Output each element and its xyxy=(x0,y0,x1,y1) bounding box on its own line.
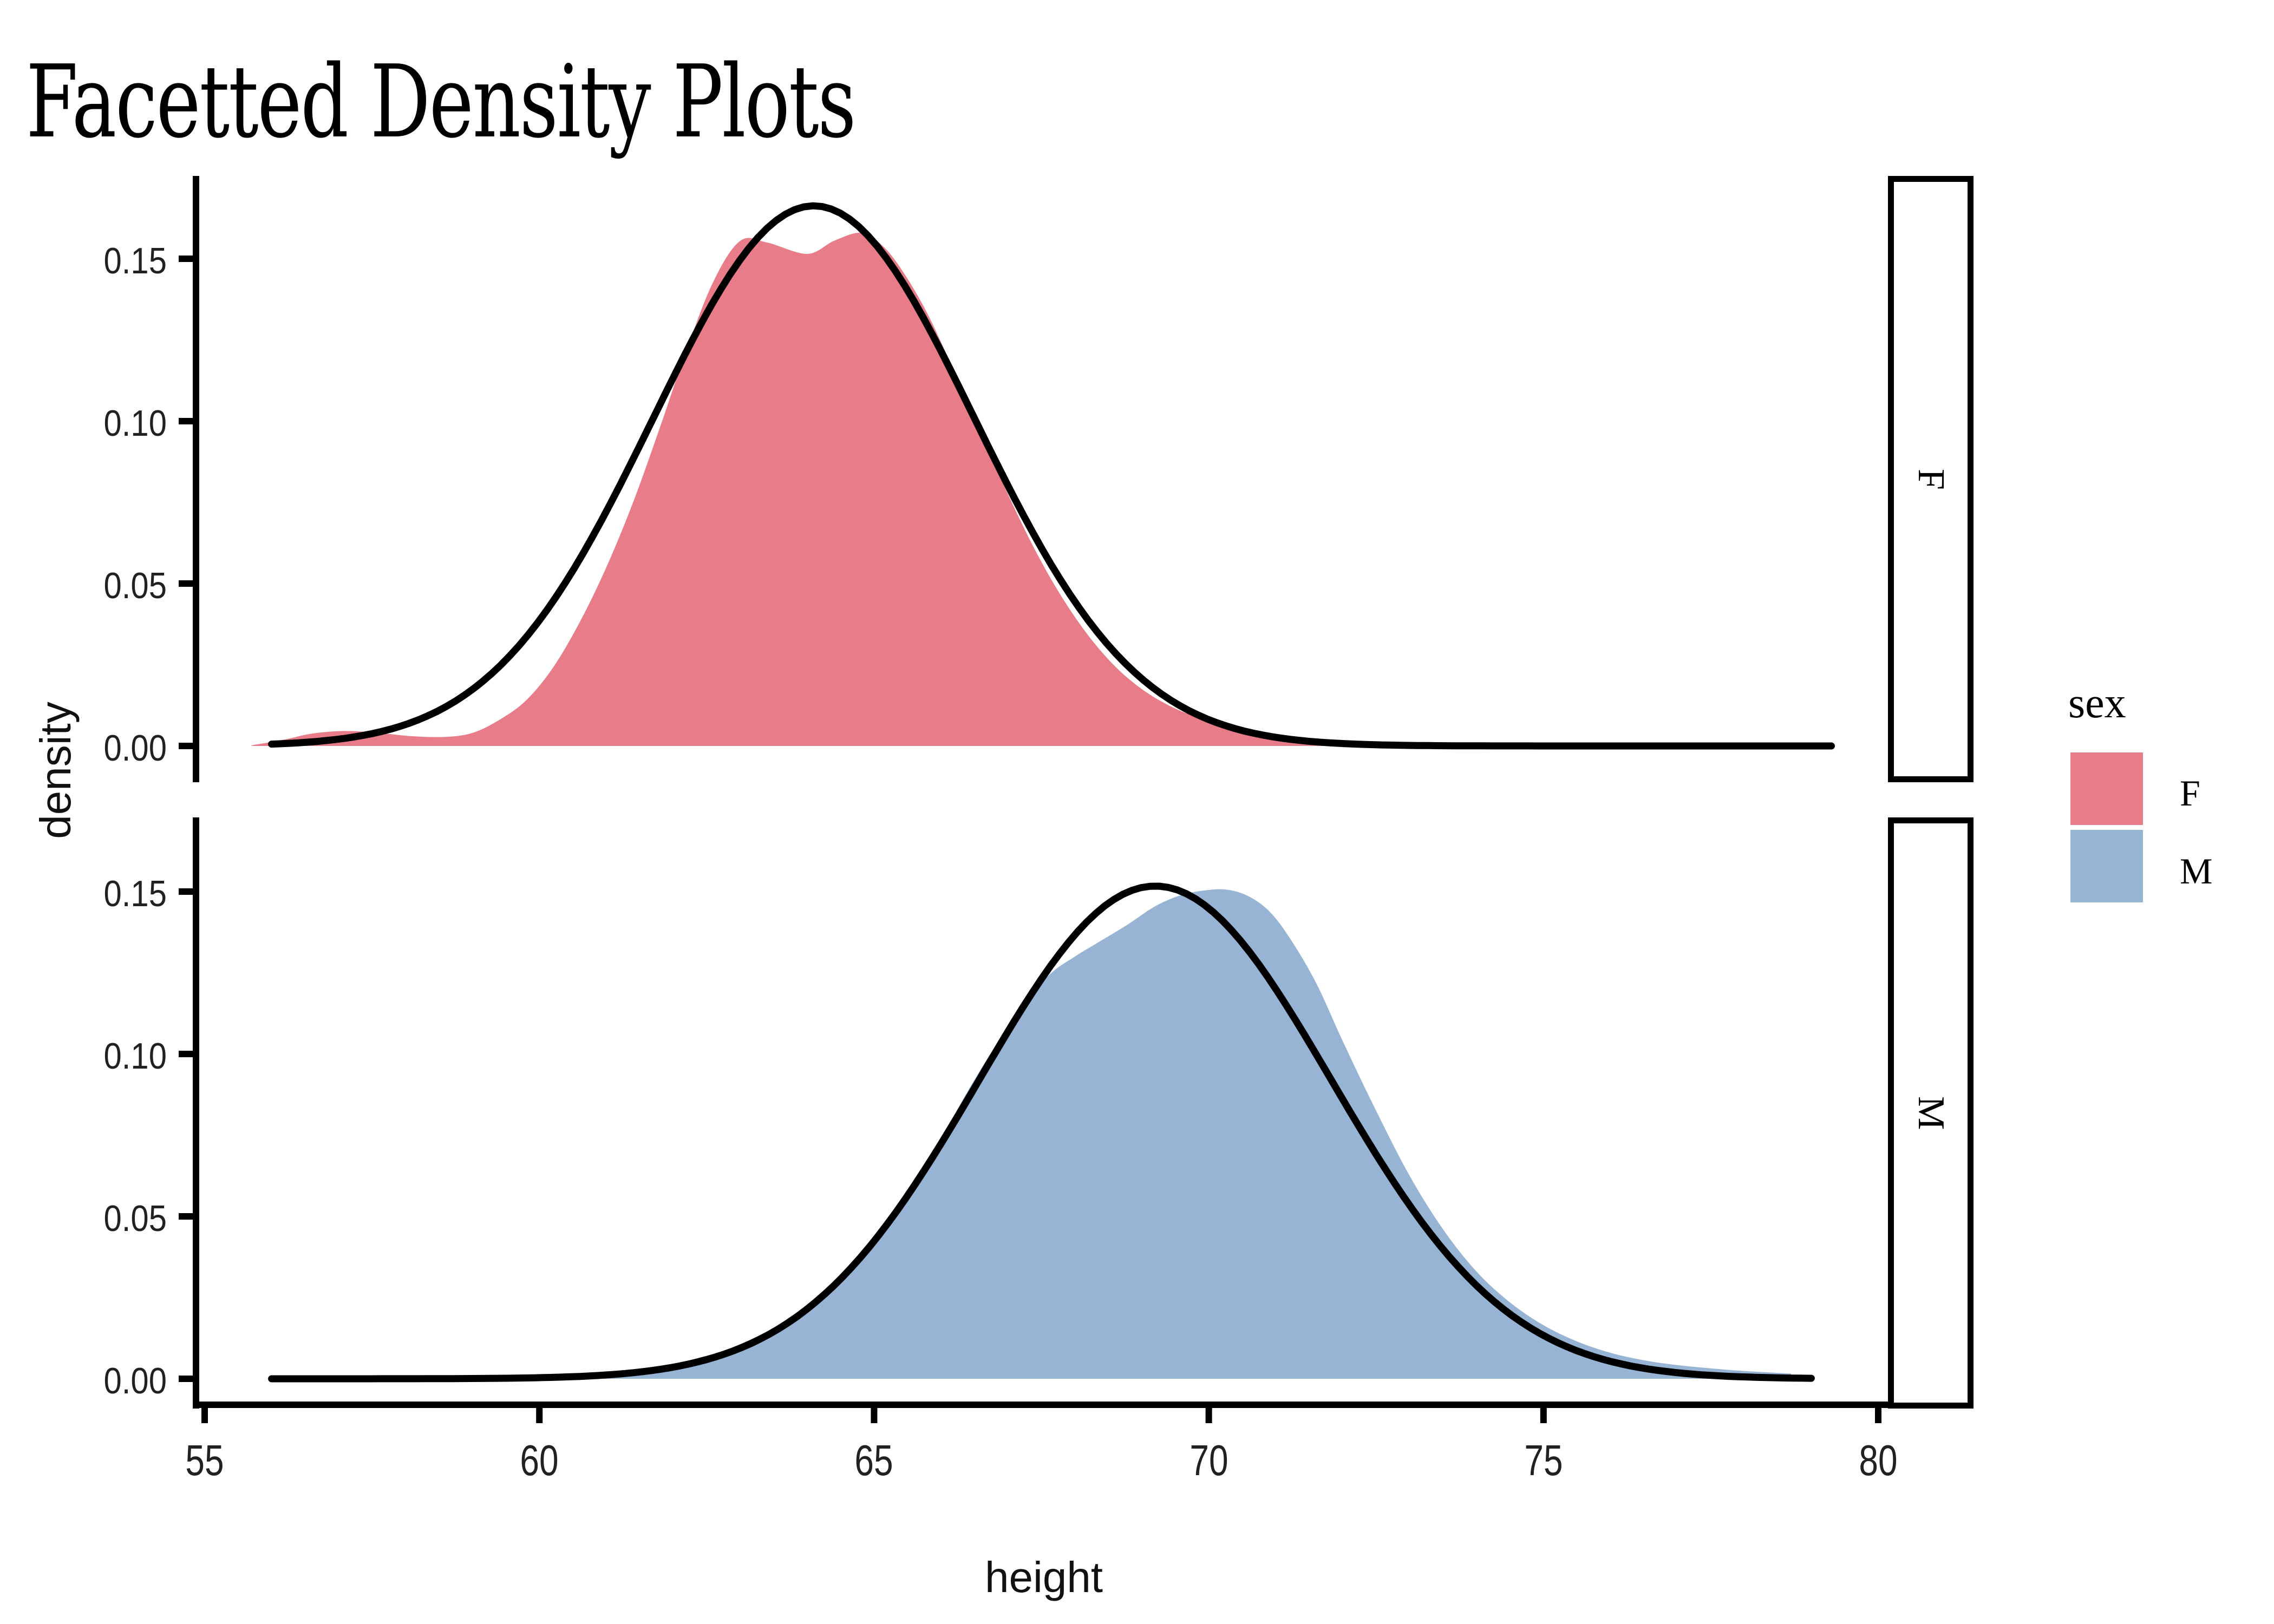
y-tick xyxy=(179,418,193,424)
y-tick xyxy=(179,1376,193,1382)
x-tick xyxy=(871,1408,878,1423)
y-tick-label: 0.15 xyxy=(103,240,167,281)
x-tick-label: 55 xyxy=(185,1436,224,1484)
x-tick-label: 65 xyxy=(854,1436,893,1484)
facet-strip-f: F xyxy=(1888,176,1974,782)
y-tick-label: 0.15 xyxy=(103,873,167,914)
y-tick-label: 0.00 xyxy=(103,1360,167,1402)
x-tick xyxy=(201,1408,208,1423)
legend-swatch-f xyxy=(2070,752,2143,825)
x-axis-title: height xyxy=(985,1553,1103,1601)
x-tick-label: 75 xyxy=(1524,1436,1563,1484)
y-tick-label: 0.10 xyxy=(103,403,167,444)
density-area-f xyxy=(251,232,1504,746)
y-tick xyxy=(179,1213,193,1220)
legend-label-m: M xyxy=(2180,850,2213,892)
y-tick xyxy=(179,580,193,587)
y-axis-line-panel-m xyxy=(193,817,199,1409)
x-tick xyxy=(1205,1408,1212,1423)
x-tick-label: 60 xyxy=(520,1436,559,1484)
facet-strip-m: M xyxy=(1888,817,1974,1409)
y-tick xyxy=(179,743,193,749)
axis-lines-and-ticks xyxy=(179,176,1888,1423)
y-axis-line-panel-f xyxy=(193,176,199,782)
x-tick xyxy=(1540,1408,1547,1423)
density-area-m xyxy=(593,889,1792,1379)
x-tick-label: 80 xyxy=(1859,1436,1898,1484)
normal-curve-m xyxy=(268,882,1815,1383)
legend-label-f: F xyxy=(2180,772,2200,814)
facet-strip-m-label: M xyxy=(1910,1096,1952,1130)
normal-curve-overlays xyxy=(268,202,1835,1383)
normal-curve-f xyxy=(268,202,1835,750)
y-tick-label: 0.10 xyxy=(103,1036,167,1077)
x-tick xyxy=(536,1408,543,1423)
facet-strip-f-label: F xyxy=(1910,468,1952,490)
y-tick xyxy=(179,888,193,895)
y-tick-label: 0.00 xyxy=(103,728,167,769)
x-axis-line xyxy=(193,1402,1888,1408)
density-area-fills xyxy=(251,232,1792,1379)
y-tick-label: 0.05 xyxy=(103,1198,167,1239)
y-tick-label: 0.05 xyxy=(103,565,167,606)
y-tick xyxy=(179,256,193,262)
x-tick xyxy=(1875,1408,1881,1423)
legend-swatch-m xyxy=(2070,830,2143,902)
y-tick xyxy=(179,1051,193,1057)
x-tick-label: 70 xyxy=(1189,1436,1229,1484)
chart-title: Facetted Density Plots xyxy=(26,43,856,160)
legend-title: sex xyxy=(2068,679,2126,727)
